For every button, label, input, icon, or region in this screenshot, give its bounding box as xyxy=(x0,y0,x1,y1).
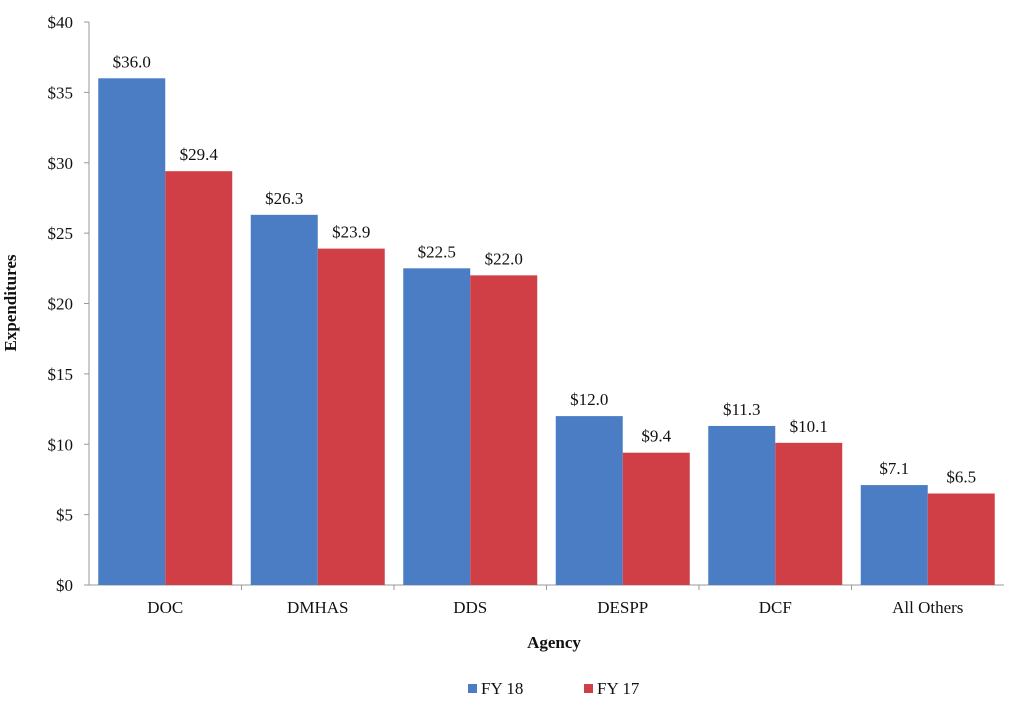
bar-fy-18-dcf xyxy=(708,425,776,585)
data-label: $10.1 xyxy=(790,417,828,436)
y-tick-label: $40 xyxy=(48,13,74,32)
y-tick-label: $30 xyxy=(48,154,74,173)
y-tick-label: $0 xyxy=(56,576,73,595)
y-tick-label: $5 xyxy=(56,506,73,525)
legend: FY 18 FY 17 xyxy=(468,679,640,698)
data-label: $22.5 xyxy=(418,242,456,261)
bar-fy-17-dds xyxy=(470,275,538,585)
bar-fy-17-dcf xyxy=(775,442,843,585)
data-label: $7.1 xyxy=(879,459,909,478)
bar-fy-18-despp xyxy=(555,416,623,585)
legend-label: FY 17 xyxy=(597,679,640,698)
legend-swatch xyxy=(584,684,593,693)
y-tick-label: $35 xyxy=(48,83,74,102)
legend-swatch xyxy=(468,684,477,693)
bar-fy-17-doc xyxy=(165,171,233,585)
data-label: $11.3 xyxy=(723,400,761,419)
x-tick-label: DOC xyxy=(147,598,183,617)
bar-fy-18-dds xyxy=(403,268,471,585)
bar-fy-17-dmhas xyxy=(317,248,385,586)
bar-fy-17-all-others xyxy=(927,493,995,585)
x-tick-label: DDS xyxy=(453,598,487,617)
x-tick-label: All Others xyxy=(892,598,963,617)
bar-fy-18-all-others xyxy=(860,485,928,585)
x-tick-label: DMHAS xyxy=(287,598,348,617)
bar-fy-18-doc xyxy=(98,78,166,586)
data-label: $36.0 xyxy=(113,52,151,71)
x-axis-title: Agency xyxy=(527,633,581,652)
data-label: $12.0 xyxy=(570,390,608,409)
data-label: $29.4 xyxy=(180,145,219,164)
y-tick-label: $20 xyxy=(48,295,74,314)
y-tick-label: $10 xyxy=(48,435,74,454)
y-axis-title: Expenditures xyxy=(1,254,20,351)
data-label: $23.9 xyxy=(332,223,370,242)
x-tick-label: DCF xyxy=(759,598,792,617)
x-tick-label: DESPP xyxy=(597,598,648,617)
y-tick-label: $25 xyxy=(48,224,74,243)
y-tick-label: $15 xyxy=(48,365,74,384)
data-label: $26.3 xyxy=(265,189,303,208)
bar-fy-17-despp xyxy=(622,452,690,585)
bar-fy-18-dmhas xyxy=(250,214,318,585)
data-label: $9.4 xyxy=(641,427,671,446)
data-label: $22.0 xyxy=(485,249,523,268)
legend-label: FY 18 xyxy=(481,679,523,698)
data-label: $6.5 xyxy=(946,468,976,487)
